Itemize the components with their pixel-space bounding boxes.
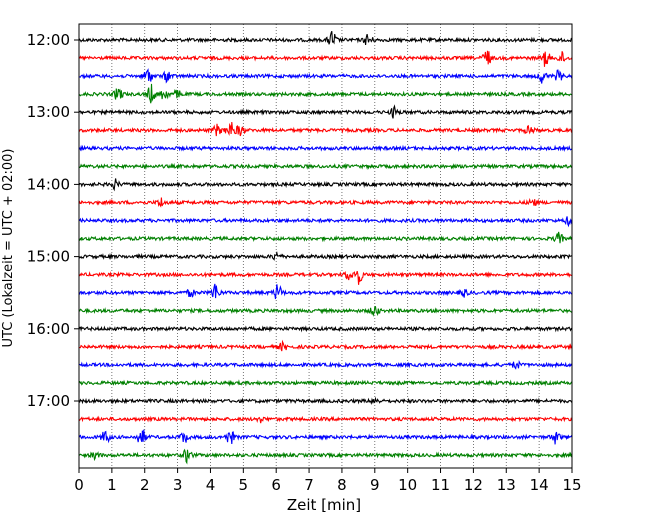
x-tick-label: 8	[337, 476, 347, 494]
x-tick-label: 15	[562, 476, 581, 494]
trace-1545	[79, 305, 573, 317]
trace-1215	[79, 50, 573, 67]
y-tick-label: 14:00	[27, 175, 70, 193]
trace-1330	[78, 144, 573, 152]
x-tick-label: 6	[271, 476, 281, 494]
trace-1745	[78, 448, 573, 465]
trace-1415	[78, 197, 573, 208]
x-axis-ticks: 0 1 2 3 4 5 6 7 8 9 10 11 12 13 14 15	[74, 468, 582, 494]
trace-1245	[78, 83, 573, 104]
trace-1645	[78, 379, 573, 387]
trace-1730	[78, 429, 573, 445]
y-tick-label: 17:00	[27, 392, 70, 410]
x-tick-label: 9	[370, 476, 380, 494]
trace-1700	[78, 396, 573, 406]
x-tick-label: 5	[239, 476, 249, 494]
x-tick-label: 13	[497, 476, 516, 494]
trace-1530	[78, 283, 573, 300]
trace-1300	[78, 104, 573, 119]
y-tick-label: 12:00	[27, 31, 70, 49]
x-tick-label: 10	[398, 476, 417, 494]
x-tick-label: 11	[431, 476, 450, 494]
x-tick-label: 3	[173, 476, 183, 494]
x-tick-label: 7	[304, 476, 314, 494]
x-tick-label: 4	[206, 476, 216, 494]
plot-frame	[78, 23, 573, 469]
trace-1500	[78, 250, 573, 261]
trace-1600	[78, 325, 573, 333]
trace-1230	[78, 68, 573, 84]
x-tick-label: 0	[74, 476, 84, 494]
y-tick-label: 13:00	[27, 103, 70, 121]
trace-1515	[78, 270, 573, 285]
trace-1315	[78, 121, 573, 137]
trace-1345	[78, 162, 572, 170]
x-axis-label: Zeit [min]	[287, 496, 361, 514]
trace-1715	[78, 415, 573, 424]
grid-lines	[111, 24, 540, 468]
trace-1615	[78, 339, 573, 352]
x-tick-label: 14	[530, 476, 549, 494]
x-tick-label: 12	[464, 476, 483, 494]
y-tick-label: 16:00	[27, 320, 70, 338]
x-tick-label: 1	[107, 476, 117, 494]
trace-1430	[78, 216, 573, 228]
trace-1445	[78, 231, 573, 244]
trace-1630	[78, 359, 573, 370]
seismogram-traces	[78, 31, 573, 465]
x-tick-label: 2	[140, 476, 150, 494]
trace-1200	[78, 31, 572, 46]
y-axis-ticks: 12:00 13:00 14:00 15:00 16:00 17:00	[27, 31, 79, 410]
y-tick-label: 15:00	[27, 248, 70, 266]
y-axis-label: UTC (Lokalzeit = UTC + 02:00)	[1, 149, 16, 348]
trace-1400	[78, 178, 573, 192]
